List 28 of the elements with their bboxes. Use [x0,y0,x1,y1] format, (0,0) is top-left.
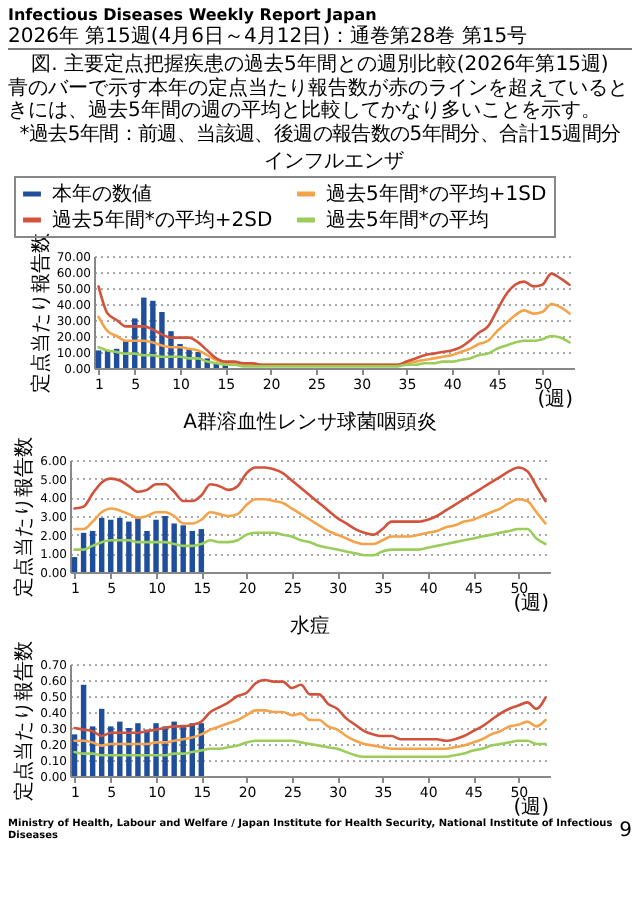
line-series [97,334,571,368]
line-series [73,466,547,536]
line-series [73,709,547,751]
legend-label: 過去5年間*の平均 [326,208,489,232]
line-series [73,678,547,743]
bar [71,557,78,572]
legend-label: 本年の数値 [52,182,152,206]
text: *過去5年間：前週、当該週、後週の報告数の5年間分、合計15週間分 [17,124,623,146]
x-axis-title: (週) [537,389,574,411]
line-series [97,272,571,367]
chart-title: A群溶血性レンサ球菌咽頭炎 [183,410,437,434]
chart-title: インフルエンザ [264,151,404,173]
line-series [73,527,547,557]
y-axis-title: 定点当たり報告数 [12,437,37,597]
line-series [73,739,547,759]
text: Infectious Diseases Weekly Report Japan [8,4,377,25]
legend-label: 過去5年間*の平均+1SD [326,182,547,206]
legend-label: 過去5年間*の平均+2SD [52,208,273,232]
x-axis-title: (週) [513,593,550,615]
text: 2026年 第15週(4月6日～4月12日)：通巻第28巻 第15号 [8,26,528,48]
text: 青のバーで示す本年の定点当たり報告数が赤のラインを超えているときには、過去5年間の週の平均と比較してかなり多いことを示す。 [8,78,630,122]
text: 9 [619,819,632,841]
text: 図. 主要定点把握疾患の過去5年間との週別比較(2026年第15週) [29,54,611,76]
chart-title: 水痘 [290,614,330,638]
y-axis-title: 定点当たり報告数 [12,641,37,801]
x-axis-title: (週) [513,797,550,819]
line-series [73,497,547,546]
bar [95,350,102,368]
